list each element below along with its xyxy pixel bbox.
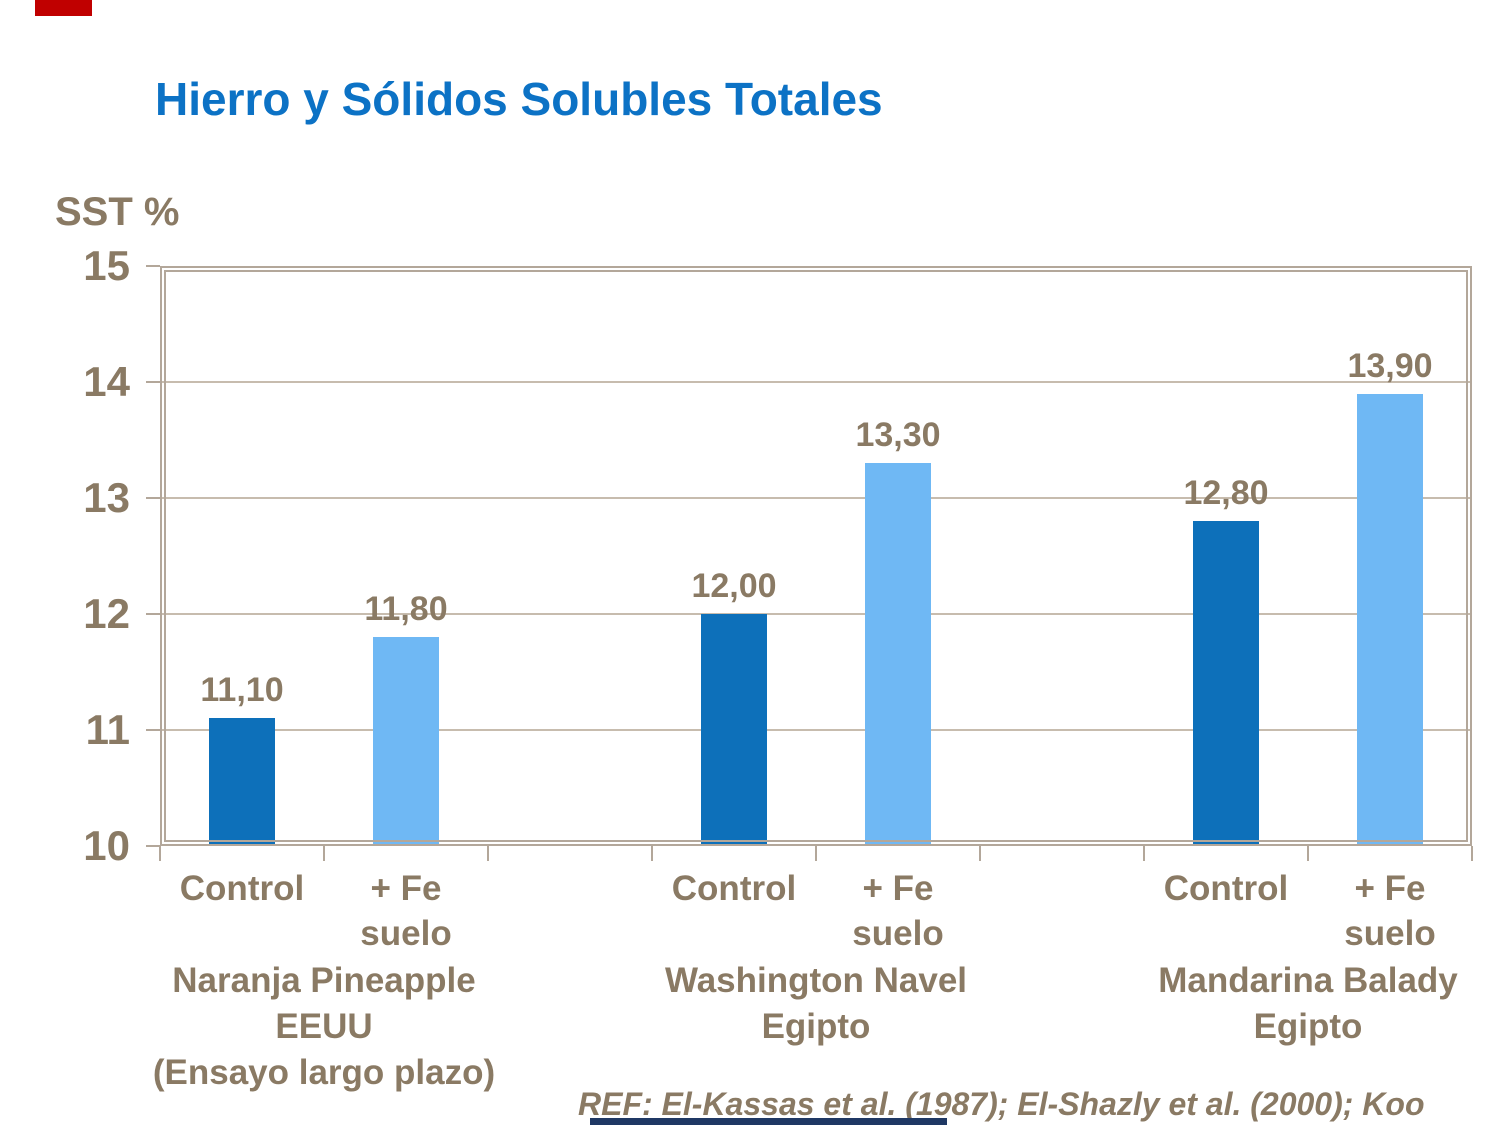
group-label: Washington Navel	[664, 961, 968, 1000]
value-label: 12,00	[691, 567, 777, 605]
gridline-14	[160, 381, 1472, 383]
value-label: 13,90	[1347, 346, 1433, 385]
group-label: Egipto	[1253, 1007, 1363, 1046]
gridline-12	[160, 613, 1472, 615]
y-axis-tick-label: 10	[83, 822, 130, 869]
group-label: EEUU	[275, 1007, 373, 1046]
gridline-13	[160, 497, 1472, 499]
chart-title: Hierro y Sólidos Solubles Totales	[155, 73, 883, 125]
x-category-label: Control	[671, 869, 797, 908]
x-axis-tick-mark	[1143, 846, 1145, 861]
value-label: 12,80	[1183, 474, 1269, 513]
y-axis-tick-label: 11	[85, 706, 130, 753]
x-category-label: suelo	[360, 914, 452, 953]
x-category-label: suelo	[1344, 914, 1436, 953]
plot-area	[160, 266, 1472, 846]
x-axis-tick-mark	[487, 846, 489, 861]
group-label: Naranja Pineapple	[172, 961, 476, 1000]
value-label: 13,30	[855, 416, 941, 455]
bar-+-fe-suelo-group2	[865, 463, 931, 846]
y-axis-tick-mark	[146, 845, 160, 847]
plot-frame	[160, 266, 1472, 846]
value-label: 11,80	[364, 590, 448, 629]
x-category-label: + Fe	[862, 869, 934, 908]
x-axis-tick-mark	[815, 846, 817, 861]
bar-control-group2	[701, 614, 767, 846]
x-category-label: suelo	[852, 914, 944, 953]
y-axis-tick-mark	[146, 381, 160, 383]
x-category-label: + Fe	[1354, 869, 1426, 908]
x-category-label: + Fe	[370, 869, 442, 908]
y-axis-tick-label: 15	[83, 242, 130, 289]
bar-+-fe-suelo-group3	[1357, 393, 1423, 846]
x-axis-tick-mark	[159, 846, 161, 861]
y-axis-tick-mark	[146, 613, 160, 615]
x-axis-tick-mark	[979, 846, 981, 861]
y-axis-tick-mark	[146, 497, 160, 499]
reference-citation: REF: El-Kassas et al. (1987); El-Shazly …	[578, 1086, 1425, 1122]
x-axis-tick-mark	[323, 846, 325, 861]
x-category-label: Control	[179, 869, 305, 908]
y-axis-tick-mark	[146, 729, 160, 731]
x-category-label: Control	[1163, 869, 1289, 908]
value-label: 11,10	[200, 671, 284, 710]
bar-control-group3	[1193, 521, 1259, 846]
group-label: (Ensayo largo plazo)	[152, 1053, 496, 1092]
group-label: Egipto	[761, 1007, 871, 1046]
x-axis-tick-mark	[651, 846, 653, 861]
group-label: Mandarina Balady	[1158, 961, 1458, 1000]
gridline-11	[160, 729, 1472, 731]
bottom-navy-bar-fragment	[590, 1118, 947, 1125]
bar-control-group1	[209, 718, 275, 846]
y-axis-tick-label: 12	[83, 590, 130, 637]
y-axis-tick-label: 13	[83, 474, 130, 521]
x-axis-tick-mark	[1471, 846, 1473, 861]
y-axis-title: SST %	[55, 190, 180, 234]
y-axis-tick-label: 14	[83, 358, 130, 405]
y-axis-tick-mark	[146, 265, 160, 267]
bar-+-fe-suelo-group1	[373, 637, 439, 846]
x-axis-tick-mark	[1307, 846, 1309, 861]
top-left-red-accent-bar	[35, 0, 92, 16]
